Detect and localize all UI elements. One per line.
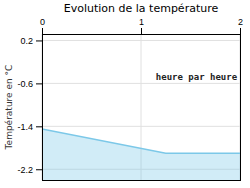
y-tick-label: -0.6 xyxy=(17,79,33,89)
y-tick: -0.6 xyxy=(17,79,42,89)
x-tick-label: 0 xyxy=(40,17,45,27)
chart-container: 0 1 2 0.2 -0.6 -1.4 -2.2 heure par heure Tempéra… xyxy=(0,0,250,188)
y-tick-mark xyxy=(36,40,42,41)
chart-title: Evolution de la température xyxy=(64,2,219,15)
x-tick: 0 xyxy=(40,17,45,34)
x-tick-label: 2 xyxy=(238,17,243,27)
y-tick: 0.2 xyxy=(20,36,42,46)
x-axis-line xyxy=(43,34,241,35)
y-tick-label: -2.2 xyxy=(17,165,33,175)
x-axis: 0 1 2 xyxy=(40,17,243,35)
y-axis-title: Température en °C xyxy=(4,65,14,151)
x-tick-mark xyxy=(240,28,241,34)
x-tick: 2 xyxy=(238,17,243,34)
y-tick-mark xyxy=(36,126,42,127)
area xyxy=(42,129,240,180)
y-tick-label: -1.4 xyxy=(17,122,33,132)
annotation: heure par heure xyxy=(156,72,238,82)
line xyxy=(42,129,240,153)
y-tick: -1.4 xyxy=(17,122,42,132)
y-tick-label: 0.2 xyxy=(20,36,33,46)
y-axis: 0.2 -0.6 -1.4 -2.2 xyxy=(17,35,42,181)
x-tick-label: 1 xyxy=(139,17,144,27)
x-tick: 1 xyxy=(139,17,144,34)
y-tick: -2.2 xyxy=(17,165,42,175)
grid xyxy=(42,34,240,180)
x-tick-mark xyxy=(141,28,142,34)
plot: 0 1 2 0.2 -0.6 -1.4 -2.2 heure par heure xyxy=(17,17,243,181)
y-tick-mark xyxy=(36,83,42,84)
plot-frame xyxy=(42,34,240,180)
y-tick-mark xyxy=(36,169,42,170)
x-tick-mark xyxy=(42,28,43,34)
data-layer xyxy=(42,129,240,180)
chart-svg: 0 1 2 0.2 -0.6 -1.4 -2.2 heure par heure Tempéra… xyxy=(0,0,250,188)
y-axis-line xyxy=(42,35,43,181)
